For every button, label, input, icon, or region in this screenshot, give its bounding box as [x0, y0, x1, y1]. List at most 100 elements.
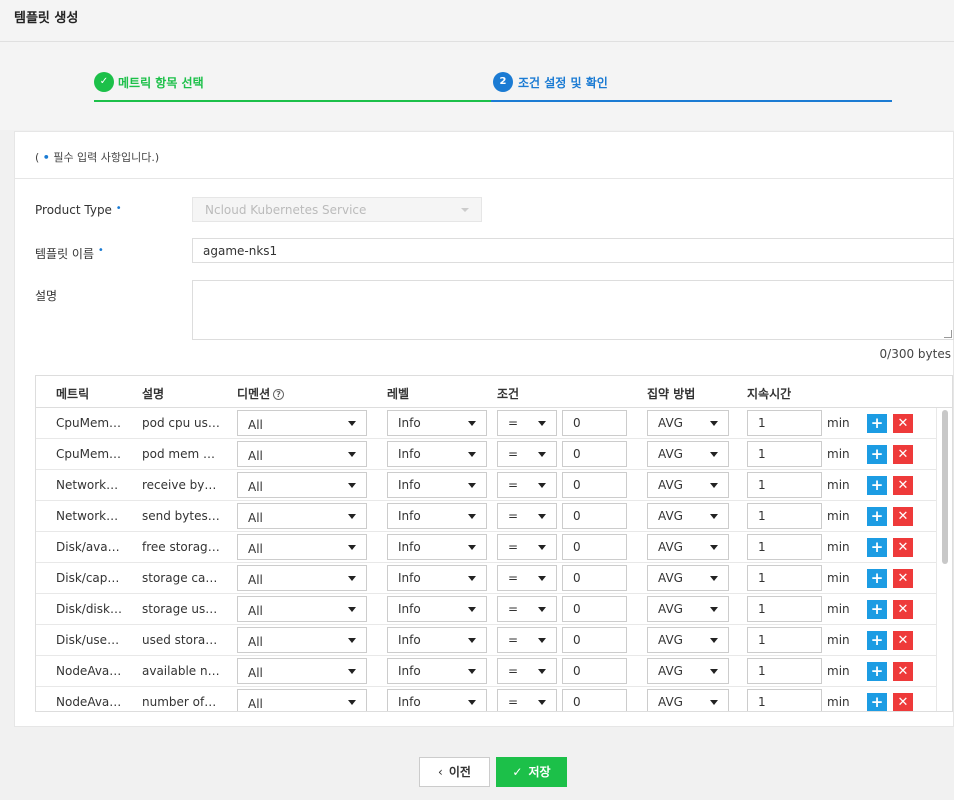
add-icon[interactable]: + — [867, 476, 887, 495]
duration-input[interactable]: 1 — [747, 689, 822, 711]
step-condition-setting[interactable]: 2 조건 설정 및 확인 — [491, 70, 892, 102]
metric-cell: NodeAvail… — [56, 664, 122, 678]
save-button[interactable]: ✓ 저장 — [496, 757, 567, 787]
operator-select[interactable]: = — [497, 534, 557, 560]
help-icon[interactable]: ? — [273, 389, 285, 400]
description-textarea[interactable] — [192, 280, 954, 340]
duration-input[interactable]: 1 — [747, 627, 822, 653]
aggregation-select[interactable]: AVG — [647, 534, 729, 560]
level-select[interactable]: Info — [387, 472, 487, 498]
aggregation-select[interactable]: AVG — [647, 410, 729, 436]
caret-down-icon — [348, 700, 356, 705]
add-icon[interactable]: + — [867, 538, 887, 557]
level-select[interactable]: Info — [387, 503, 487, 529]
page-title: 템플릿 생성 — [14, 11, 79, 26]
operator-select[interactable]: = — [497, 565, 557, 591]
operator-select[interactable]: = — [497, 658, 557, 684]
aggregation-select[interactable]: AVG — [647, 596, 729, 622]
threshold-input[interactable]: 0 — [562, 565, 627, 591]
delete-icon[interactable]: ✕ — [893, 507, 913, 526]
delete-icon[interactable]: ✕ — [893, 476, 913, 495]
operator-select[interactable]: = — [497, 596, 557, 622]
delete-icon[interactable]: ✕ — [893, 693, 913, 711]
dimension-select[interactable]: All — [237, 472, 367, 498]
level-select[interactable]: Info — [387, 410, 487, 436]
delete-icon[interactable]: ✕ — [893, 631, 913, 650]
caret-down-icon — [468, 514, 476, 519]
threshold-input[interactable]: 0 — [562, 689, 627, 711]
level-select[interactable]: Info — [387, 441, 487, 467]
level-select[interactable]: Info — [387, 627, 487, 653]
aggregation-select[interactable]: AVG — [647, 627, 729, 653]
delete-icon[interactable]: ✕ — [893, 414, 913, 433]
dimension-select[interactable]: All — [237, 565, 367, 591]
duration-input[interactable]: 1 — [747, 503, 822, 529]
description-cell: free storage … — [142, 540, 220, 554]
delete-icon[interactable]: ✕ — [893, 600, 913, 619]
product-type-label: Product Type • — [35, 203, 122, 217]
threshold-input[interactable]: 0 — [562, 410, 627, 436]
dimension-select[interactable]: All — [237, 596, 367, 622]
delete-icon[interactable]: ✕ — [893, 538, 913, 557]
dimension-select[interactable]: All — [237, 503, 367, 529]
duration-input[interactable]: 1 — [747, 658, 822, 684]
add-icon[interactable]: + — [867, 631, 887, 650]
aggregation-select[interactable]: AVG — [647, 658, 729, 684]
duration-input[interactable]: 1 — [747, 534, 822, 560]
threshold-input[interactable]: 0 — [562, 658, 627, 684]
condition-table: 메트릭 설명 디멘션? 레벨 조건 집약 방법 지속시간 CpuMem/r… po… — [35, 375, 953, 712]
operator-select[interactable]: = — [497, 503, 557, 529]
level-select[interactable]: Info — [387, 596, 487, 622]
level-select[interactable]: Info — [387, 689, 487, 711]
dimension-select[interactable]: All — [237, 441, 367, 467]
dimension-select[interactable]: All — [237, 627, 367, 653]
resize-handle[interactable] — [944, 330, 952, 338]
duration-input[interactable]: 1 — [747, 472, 822, 498]
stepper: ✓ 메트릭 항목 선택 2 조건 설정 및 확인 — [0, 42, 954, 130]
level-select[interactable]: Info — [387, 534, 487, 560]
dimension-select[interactable]: All — [237, 410, 367, 436]
operator-select[interactable]: = — [497, 627, 557, 653]
threshold-input[interactable]: 0 — [562, 503, 627, 529]
add-icon[interactable]: + — [867, 662, 887, 681]
delete-icon[interactable]: ✕ — [893, 662, 913, 681]
operator-select[interactable]: = — [497, 410, 557, 436]
add-icon[interactable]: + — [867, 445, 887, 464]
scrollbar-thumb[interactable] — [942, 410, 948, 564]
operator-select[interactable]: = — [497, 441, 557, 467]
duration-input[interactable]: 1 — [747, 441, 822, 467]
delete-icon[interactable]: ✕ — [893, 569, 913, 588]
operator-select[interactable]: = — [497, 689, 557, 711]
dimension-select[interactable]: All — [237, 689, 367, 711]
level-select[interactable]: Info — [387, 658, 487, 684]
duration-input[interactable]: 1 — [747, 596, 822, 622]
aggregation-select[interactable]: AVG — [647, 441, 729, 467]
step-metric-selection[interactable]: ✓ 메트릭 항목 선택 — [94, 70, 491, 102]
template-name-input[interactable]: agame-nks1 — [192, 238, 954, 263]
threshold-input[interactable]: 0 — [562, 596, 627, 622]
add-icon[interactable]: + — [867, 414, 887, 433]
threshold-input[interactable]: 0 — [562, 627, 627, 653]
aggregation-select[interactable]: AVG — [647, 689, 729, 711]
duration-input[interactable]: 1 — [747, 565, 822, 591]
dimension-select[interactable]: All — [237, 534, 367, 560]
threshold-input[interactable]: 0 — [562, 472, 627, 498]
description-cell: number of n… — [142, 695, 220, 709]
threshold-input[interactable]: 0 — [562, 441, 627, 467]
add-icon[interactable]: + — [867, 507, 887, 526]
threshold-input[interactable]: 0 — [562, 534, 627, 560]
operator-select[interactable]: = — [497, 472, 557, 498]
duration-input[interactable]: 1 — [747, 410, 822, 436]
level-select[interactable]: Info — [387, 565, 487, 591]
dimension-select[interactable]: All — [237, 658, 367, 684]
add-icon[interactable]: + — [867, 600, 887, 619]
aggregation-select[interactable]: AVG — [647, 503, 729, 529]
aggregation-select[interactable]: AVG — [647, 565, 729, 591]
duration-unit: min — [827, 478, 850, 492]
add-icon[interactable]: + — [867, 569, 887, 588]
aggregation-select[interactable]: AVG — [647, 472, 729, 498]
delete-icon[interactable]: ✕ — [893, 445, 913, 464]
prev-button[interactable]: ‹ 이전 — [419, 757, 490, 787]
add-icon[interactable]: + — [867, 693, 887, 711]
table-scrollbar[interactable] — [936, 408, 952, 711]
